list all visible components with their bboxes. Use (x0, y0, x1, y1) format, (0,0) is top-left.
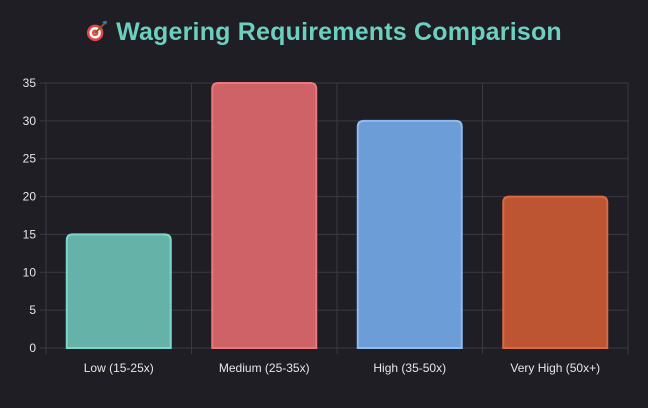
x-tick-label: Medium (25-35x) (219, 361, 310, 375)
y-tick-label: 20 (23, 190, 37, 204)
bar-3 (356, 119, 463, 349)
y-tick-label: 15 (23, 227, 37, 241)
bar-1 (65, 233, 172, 349)
chart-title-wrapper: Wagering Requirements Comparison (0, 18, 648, 47)
y-axis-ticks: 0 5 10 15 20 25 30 35 (23, 76, 37, 355)
y-tick-label: 5 (29, 303, 36, 317)
x-tick-label: Very High (50x+) (510, 361, 600, 375)
bar-2 (211, 82, 318, 349)
x-axis-ticks: Low (15-25x) Medium (25-35x) High (35-50x)… (84, 361, 600, 375)
y-tick-label: 25 (23, 152, 37, 166)
y-tick-label: 0 (29, 341, 36, 355)
chart-title: Wagering Requirements Comparison (116, 18, 562, 46)
x-tick-label: High (35-50x) (373, 361, 446, 375)
dart-target-icon (86, 20, 108, 42)
y-tick-label: 10 (23, 265, 37, 279)
y-tick-label: 35 (23, 76, 37, 90)
y-tick-label: 30 (23, 114, 37, 128)
bars (65, 82, 609, 349)
bar-4 (502, 195, 609, 349)
x-tick-label: Low (15-25x) (84, 361, 154, 375)
